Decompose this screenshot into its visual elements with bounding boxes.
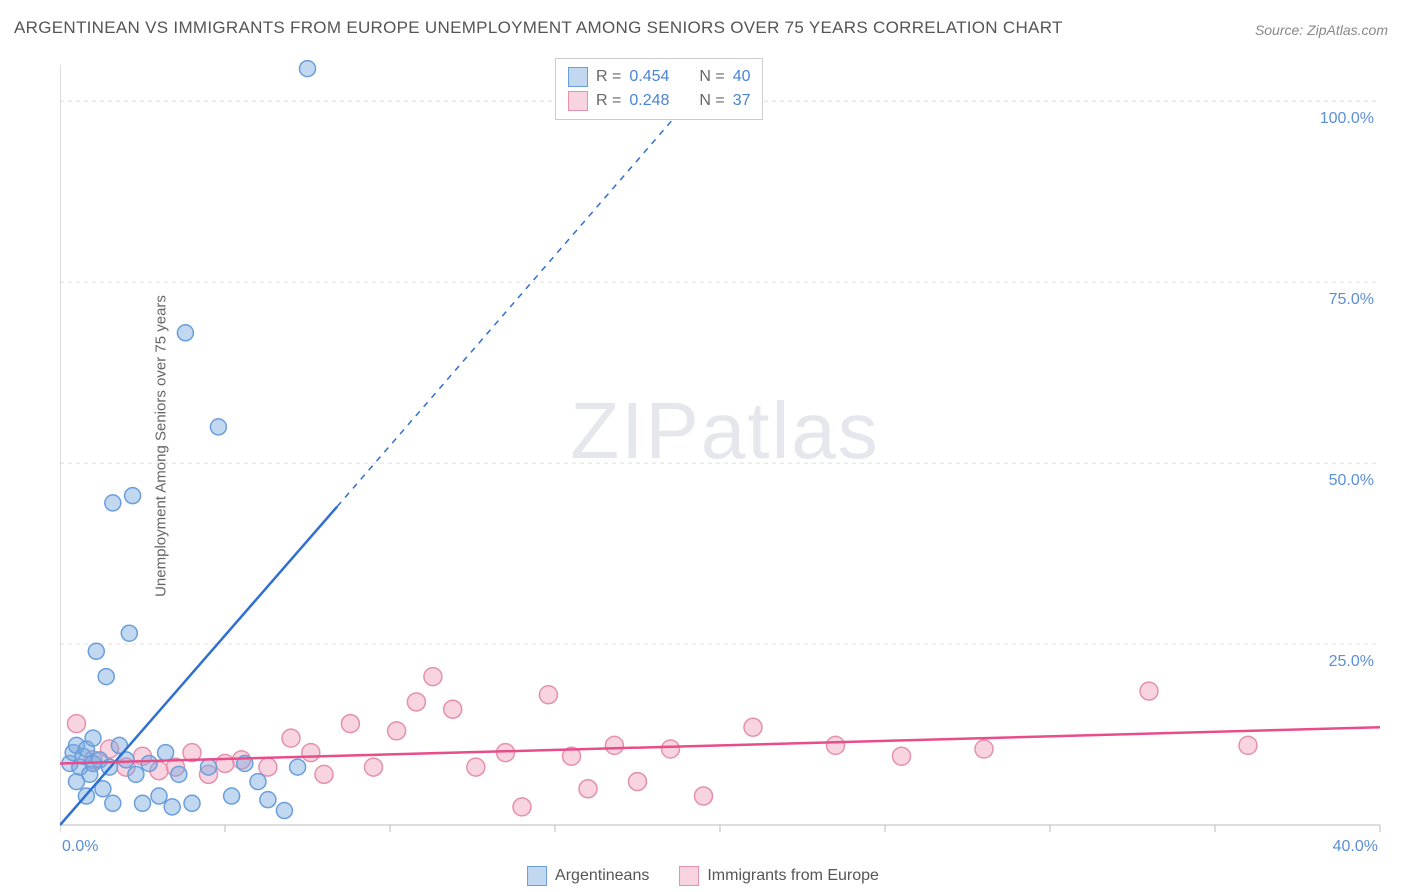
data-point xyxy=(629,773,647,791)
svg-text:40.0%: 40.0% xyxy=(1333,838,1378,855)
data-point xyxy=(68,715,86,733)
trend-line xyxy=(60,507,337,825)
data-point xyxy=(893,747,911,765)
series-legend: Argentineans Immigrants from Europe xyxy=(527,866,879,886)
data-point xyxy=(135,795,151,811)
source-attribution: Source: ZipAtlas.com xyxy=(1255,22,1388,38)
trend-line xyxy=(60,727,1380,763)
trend-line-extrapolated xyxy=(337,65,720,507)
legend-swatch xyxy=(679,866,699,886)
data-point xyxy=(128,766,144,782)
r-value: 0.454 xyxy=(629,68,681,86)
data-point xyxy=(141,755,157,771)
svg-text:75.0%: 75.0% xyxy=(1329,291,1374,308)
data-point xyxy=(388,722,406,740)
data-point xyxy=(605,736,623,754)
data-point xyxy=(98,669,114,685)
legend-swatch xyxy=(527,866,547,886)
data-point xyxy=(341,715,359,733)
data-point xyxy=(1140,682,1158,700)
data-point xyxy=(539,686,557,704)
n-label: N = xyxy=(699,68,724,86)
data-point xyxy=(444,700,462,718)
data-point xyxy=(662,740,680,758)
data-point xyxy=(424,668,442,686)
data-point xyxy=(276,803,292,819)
legend-swatch xyxy=(568,91,588,111)
data-point xyxy=(744,718,762,736)
data-point xyxy=(88,643,104,659)
data-point xyxy=(224,788,240,804)
legend-swatch xyxy=(568,67,588,87)
data-point xyxy=(164,799,180,815)
data-point xyxy=(125,488,141,504)
data-point xyxy=(105,795,121,811)
correlation-legend-row: R = 0.248 N = 37 xyxy=(568,89,750,113)
series-legend-label: Argentineans xyxy=(555,867,649,885)
data-point xyxy=(201,759,217,775)
r-label: R = xyxy=(596,68,621,86)
n-label: N = xyxy=(699,92,724,110)
data-point xyxy=(260,792,276,808)
data-point xyxy=(177,325,193,341)
data-point xyxy=(407,693,425,711)
data-point xyxy=(513,798,531,816)
svg-text:0.0%: 0.0% xyxy=(62,838,98,855)
data-point xyxy=(695,787,713,805)
data-point xyxy=(184,795,200,811)
r-value: 0.248 xyxy=(629,92,681,110)
data-point xyxy=(290,759,306,775)
data-point xyxy=(827,736,845,754)
chart-title: ARGENTINEAN VS IMMIGRANTS FROM EUROPE UN… xyxy=(14,18,1063,38)
data-point xyxy=(315,765,333,783)
svg-text:100.0%: 100.0% xyxy=(1320,110,1374,127)
data-point xyxy=(282,729,300,747)
series-legend-label: Immigrants from Europe xyxy=(707,867,879,885)
n-value: 37 xyxy=(733,92,751,110)
data-point xyxy=(975,740,993,758)
data-point xyxy=(121,625,137,641)
correlation-legend-row: R = 0.454 N = 40 xyxy=(568,65,750,89)
n-value: 40 xyxy=(733,68,751,86)
data-point xyxy=(579,780,597,798)
data-point xyxy=(151,788,167,804)
data-point xyxy=(85,730,101,746)
data-point xyxy=(302,744,320,762)
data-point xyxy=(300,61,316,77)
data-point xyxy=(158,745,174,761)
data-point xyxy=(216,754,234,772)
correlation-legend: R = 0.454 N = 40 R = 0.248 N = 37 xyxy=(555,58,763,120)
data-point xyxy=(210,419,226,435)
data-point xyxy=(365,758,383,776)
series-legend-item: Immigrants from Europe xyxy=(679,866,879,886)
data-point xyxy=(250,774,266,790)
data-point xyxy=(467,758,485,776)
chart-area: 25.0%50.0%75.0%100.0%0.0%40.0% ZIPatlas xyxy=(60,55,1390,855)
scatter-chart-svg: 25.0% 50.0% 75.0% 100.0% 0.0% 40.0% xyxy=(60,55,1390,855)
data-point xyxy=(105,495,121,511)
svg-text:50.0%: 50.0% xyxy=(1329,472,1374,489)
data-point xyxy=(171,766,187,782)
data-point xyxy=(259,758,277,776)
r-label: R = xyxy=(596,92,621,110)
svg-text:25.0%: 25.0% xyxy=(1329,653,1374,670)
data-point xyxy=(1239,736,1257,754)
series-legend-item: Argentineans xyxy=(527,866,649,886)
